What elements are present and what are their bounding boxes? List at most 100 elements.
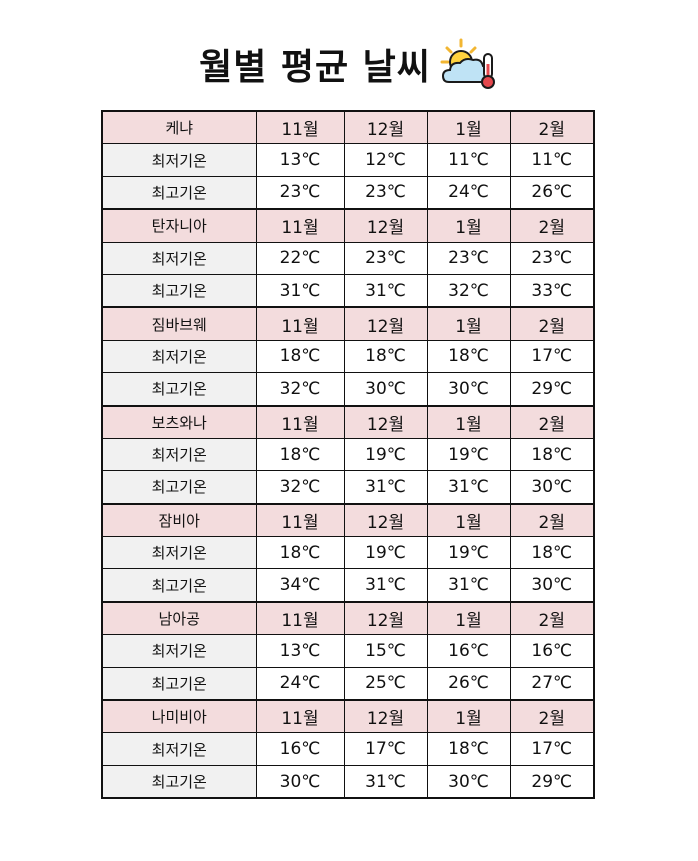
row-label: 최고기온 [101,764,257,799]
month-header: 12월 [343,404,428,439]
temperature-cell: 26℃ [509,175,595,210]
row-label: 최고기온 [101,568,257,603]
country-name: 탄자니아 [101,208,257,243]
temperature-cell: 30℃ [509,568,595,603]
temperature-cell: 24℃ [255,666,345,701]
month-header: 1월 [426,502,511,538]
temperature-cell: 27℃ [509,666,595,701]
country-header-row: 나미비아 11월 12월 1월 2월 [101,699,595,734]
temperature-cell: 30℃ [509,470,595,505]
month-header: 11월 [255,306,345,341]
country-header-row: 남아공 11월 12월 1월 2월 [101,600,595,636]
temperature-row: 최고기온 23℃ 23℃ 24℃ 26℃ [101,175,595,210]
month-header: 1월 [426,110,511,145]
country-name: 보츠와나 [101,404,257,439]
month-header: 12월 [343,110,428,145]
row-label: 최저기온 [101,634,257,668]
page-header: 월별 평균 날씨 [0,36,698,92]
temperature-cell: 23℃ [343,241,428,275]
row-label: 최고기온 [101,372,257,407]
temperature-cell: 23℃ [343,175,428,210]
temperature-cell: 18℃ [509,437,595,472]
month-header: 11월 [255,699,345,734]
temperature-cell: 24℃ [426,175,511,210]
month-header: 2월 [509,110,595,145]
temperature-cell: 23℃ [426,241,511,275]
month-header: 2월 [509,600,595,636]
month-header: 12월 [343,502,428,538]
temperature-cell: 31℃ [343,764,428,799]
country-header-row: 보츠와나 11월 12월 1월 2월 [101,404,595,439]
sun-cloud-thermometer-icon [440,38,495,89]
temperature-cell: 25℃ [343,666,428,701]
temperature-cell: 18℃ [255,536,345,570]
temperature-cell: 31℃ [343,273,428,308]
temperature-cell: 19℃ [426,536,511,570]
month-header: 12월 [343,699,428,734]
temperature-cell: 32℃ [426,273,511,308]
temperature-row: 최고기온 32℃ 30℃ 30℃ 29℃ [101,372,595,407]
country-header-row: 잠비아 11월 12월 1월 2월 [101,502,595,538]
temperature-cell: 17℃ [509,339,595,374]
country-name: 남아공 [101,600,257,636]
temperature-cell: 29℃ [509,764,595,799]
temperature-cell: 23℃ [509,241,595,275]
temperature-cell: 32℃ [255,372,345,407]
temperature-row: 최고기온 31℃ 31℃ 32℃ 33℃ [101,273,595,308]
month-header: 2월 [509,404,595,439]
temperature-cell: 30℃ [255,764,345,799]
temperature-row: 최고기온 30℃ 31℃ 30℃ 29℃ [101,764,595,799]
month-header: 11월 [255,404,345,439]
temperature-cell: 31℃ [426,568,511,603]
country-name: 짐바브웨 [101,306,257,341]
temperature-cell: 30℃ [426,372,511,407]
temperature-cell: 32℃ [255,470,345,505]
country-name: 케냐 [101,110,257,145]
row-label: 최저기온 [101,732,257,766]
page-title: 월별 평균 날씨 [199,47,431,88]
temperature-cell: 18℃ [343,339,428,374]
weather-table-body: 케냐 11월 12월 1월 2월 최저기온 13℃ 12℃ 11℃ 11℃ 최고기온 23℃ 23℃ 24… [101,110,595,799]
temperature-cell: 30℃ [426,764,511,799]
temperature-cell: 19℃ [343,437,428,472]
month-header: 12월 [343,306,428,341]
temperature-cell: 11℃ [509,143,595,177]
temperature-cell: 31℃ [426,470,511,505]
temperature-cell: 18℃ [255,437,345,472]
row-label: 최저기온 [101,143,257,177]
temperature-cell: 18℃ [426,339,511,374]
month-header: 11월 [255,110,345,145]
temperature-cell: 23℃ [255,175,345,210]
temperature-cell: 34℃ [255,568,345,603]
temperature-row: 최저기온 13℃ 12℃ 11℃ 11℃ [101,143,595,177]
month-header: 1월 [426,208,511,243]
temperature-cell: 18℃ [426,732,511,766]
temperature-row: 최저기온 18℃ 19℃ 19℃ 18℃ [101,437,595,472]
row-label: 최저기온 [101,339,257,374]
temperature-cell: 22℃ [255,241,345,275]
temperature-row: 최고기온 24℃ 25℃ 26℃ 27℃ [101,666,595,701]
temperature-cell: 13℃ [255,143,345,177]
month-header: 11월 [255,208,345,243]
month-header: 11월 [255,600,345,636]
month-header: 11월 [255,502,345,538]
country-header-row: 탄자니아 11월 12월 1월 2월 [101,208,595,243]
row-label: 최저기온 [101,536,257,570]
temperature-row: 최저기온 13℃ 15℃ 16℃ 16℃ [101,634,595,668]
month-header: 12월 [343,600,428,636]
temperature-cell: 16℃ [426,634,511,668]
temperature-cell: 29℃ [509,372,595,407]
month-header: 1월 [426,306,511,341]
temperature-cell: 31℃ [343,568,428,603]
country-name: 잠비아 [101,502,257,538]
temperature-cell: 15℃ [343,634,428,668]
row-label: 최고기온 [101,470,257,505]
temperature-cell: 19℃ [343,536,428,570]
temperature-cell: 12℃ [343,143,428,177]
temperature-cell: 16℃ [509,634,595,668]
temperature-cell: 31℃ [255,273,345,308]
temperature-cell: 18℃ [509,536,595,570]
row-label: 최저기온 [101,437,257,472]
temperature-row: 최저기온 22℃ 23℃ 23℃ 23℃ [101,241,595,275]
temperature-cell: 26℃ [426,666,511,701]
